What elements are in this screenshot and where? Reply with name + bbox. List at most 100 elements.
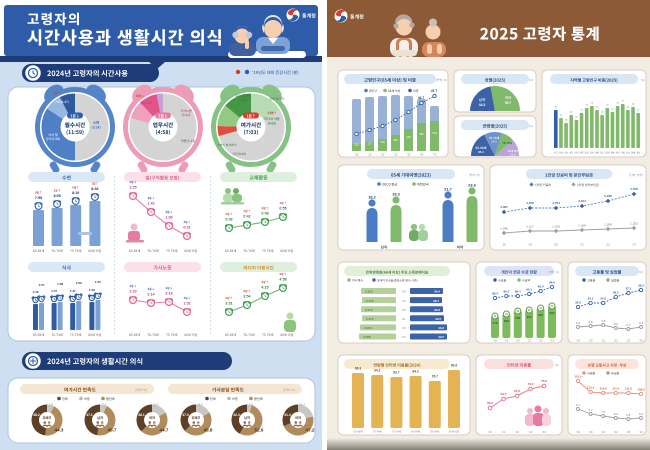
svg-text:'23: '23 xyxy=(402,335,406,339)
svg-text:'19: '19 xyxy=(576,430,580,434)
svg-text:8:36: 8:36 xyxy=(91,187,98,191)
svg-text:29: 29 xyxy=(616,103,619,105)
svg-text:'18: '18 xyxy=(402,290,406,294)
svg-text:31: 31 xyxy=(596,107,599,109)
svg-text:0.376: 0.376 xyxy=(366,299,374,303)
svg-text:31.4: 31.4 xyxy=(284,413,291,417)
svg-text:₩: ₩ xyxy=(494,314,497,318)
svg-text:89.4: 89.4 xyxy=(515,290,521,294)
svg-text:3.0: 3.0 xyxy=(614,322,619,326)
svg-text:32.9: 32.9 xyxy=(575,301,581,305)
svg-text:₩: ₩ xyxy=(551,304,554,308)
svg-text:'20: '20 xyxy=(488,430,492,434)
svg-text:17.2: 17.2 xyxy=(153,403,159,407)
svg-text:28: 28 xyxy=(627,107,630,109)
svg-text:36.2: 36.2 xyxy=(613,291,619,295)
svg-text:47.2: 47.2 xyxy=(306,428,315,433)
svg-text:39.3: 39.3 xyxy=(434,308,440,312)
svg-text:'23: '23 xyxy=(627,430,631,434)
svg-text:7:58: 7:58 xyxy=(35,196,42,200)
svg-text:'21: '21 xyxy=(601,430,605,434)
svg-text:'24: '24 xyxy=(542,430,546,434)
svg-text:'23: '23 xyxy=(627,339,631,343)
svg-text:1:58: 1:58 xyxy=(57,282,63,286)
svg-text:1,048: 1,048 xyxy=(500,227,508,231)
svg-text:1,117: 1,117 xyxy=(526,225,534,229)
svg-text:₩: ₩ xyxy=(539,306,542,310)
svg-text:'23: '23 xyxy=(550,339,554,343)
svg-text:695: 695 xyxy=(549,311,554,315)
svg-text:34: 34 xyxy=(565,120,568,122)
svg-text:'20: '20 xyxy=(589,430,593,434)
svg-text:1:47: 1:47 xyxy=(51,289,57,293)
svg-text:0:48: 0:48 xyxy=(261,212,268,216)
svg-text:89.3: 89.3 xyxy=(503,290,509,294)
svg-text:90.1: 90.1 xyxy=(526,288,532,292)
svg-text:27: 27 xyxy=(560,115,563,117)
svg-text:'72: '72 xyxy=(433,153,437,157)
svg-text:111.5: 111.5 xyxy=(612,387,619,391)
svg-text:43.2: 43.2 xyxy=(438,326,444,330)
svg-text:9.7: 9.7 xyxy=(576,403,580,407)
svg-text:21.7: 21.7 xyxy=(444,188,451,192)
svg-text:478: 478 xyxy=(492,321,497,325)
svg-text:1:59: 1:59 xyxy=(76,281,82,285)
svg-text:113.3: 113.3 xyxy=(587,386,594,390)
svg-text:3:54: 3:54 xyxy=(243,295,250,299)
svg-text:34.1: 34.1 xyxy=(588,297,594,301)
svg-text:532: 532 xyxy=(419,132,424,136)
svg-text:47.7: 47.7 xyxy=(431,89,437,93)
svg-text:'24: '24 xyxy=(639,430,643,434)
svg-text:'22: '22 xyxy=(614,430,618,434)
svg-text:1:57: 1:57 xyxy=(38,283,44,287)
svg-text:4:58: 4:58 xyxy=(279,278,286,282)
svg-text:7.0: 7.0 xyxy=(601,410,605,414)
svg-text:55.7: 55.7 xyxy=(505,101,512,105)
svg-text:582: 582 xyxy=(515,316,520,320)
svg-text:0.379: 0.379 xyxy=(365,308,373,312)
svg-text:20: 20 xyxy=(555,107,558,109)
svg-text:1:47: 1:47 xyxy=(70,289,76,293)
svg-text:37.3: 37.3 xyxy=(625,287,631,291)
svg-text:96.3: 96.3 xyxy=(355,367,361,371)
svg-text:4,758: 4,758 xyxy=(526,201,534,205)
svg-text:24: 24 xyxy=(591,103,594,105)
svg-text:1,252: 1,252 xyxy=(630,222,638,226)
svg-text:3:31: 3:31 xyxy=(225,302,232,306)
svg-text:171: 171 xyxy=(367,142,372,146)
svg-text:84.3: 84.3 xyxy=(412,370,418,374)
svg-text:₩: ₩ xyxy=(505,312,508,316)
svg-text:'20: '20 xyxy=(402,308,406,312)
svg-text:5,238: 5,238 xyxy=(604,194,612,198)
svg-text:63.5: 63.5 xyxy=(500,392,506,396)
svg-text:1:50: 1:50 xyxy=(95,280,101,284)
svg-text:38.1: 38.1 xyxy=(138,413,145,417)
svg-text:650: 650 xyxy=(538,313,543,317)
svg-text:44.7: 44.7 xyxy=(418,96,424,100)
svg-text:38.7: 38.7 xyxy=(433,299,439,303)
svg-text:74.0: 74.0 xyxy=(527,382,533,386)
svg-text:₩: ₩ xyxy=(528,308,531,312)
svg-text:'22: '22 xyxy=(614,339,618,343)
svg-text:45.7: 45.7 xyxy=(108,428,117,433)
svg-text:2:25: 2:25 xyxy=(129,186,136,190)
svg-text:'18: '18 xyxy=(502,243,506,247)
svg-text:612: 612 xyxy=(527,315,532,319)
svg-text:418: 418 xyxy=(406,135,411,139)
svg-text:37.3: 37.3 xyxy=(182,413,189,417)
svg-text:67.0: 67.0 xyxy=(514,389,520,393)
svg-text:22.6: 22.6 xyxy=(510,153,516,157)
svg-text:3.2: 3.2 xyxy=(576,321,581,325)
svg-text:0.388: 0.388 xyxy=(363,335,371,339)
svg-text:570: 570 xyxy=(432,131,437,135)
svg-text:3.1: 3.1 xyxy=(639,321,644,325)
svg-text:₩: ₩ xyxy=(517,309,520,313)
svg-text:109.3: 109.3 xyxy=(637,388,645,392)
svg-text:52.6: 52.6 xyxy=(255,428,264,433)
svg-text:2:14: 2:14 xyxy=(147,293,154,297)
svg-text:7.5: 7.5 xyxy=(49,403,54,407)
svg-text:5.0: 5.0 xyxy=(249,403,254,407)
svg-text:45.8: 45.8 xyxy=(204,428,213,433)
svg-text:8:19: 8:19 xyxy=(72,191,79,195)
svg-text:'19: '19 xyxy=(402,299,406,303)
